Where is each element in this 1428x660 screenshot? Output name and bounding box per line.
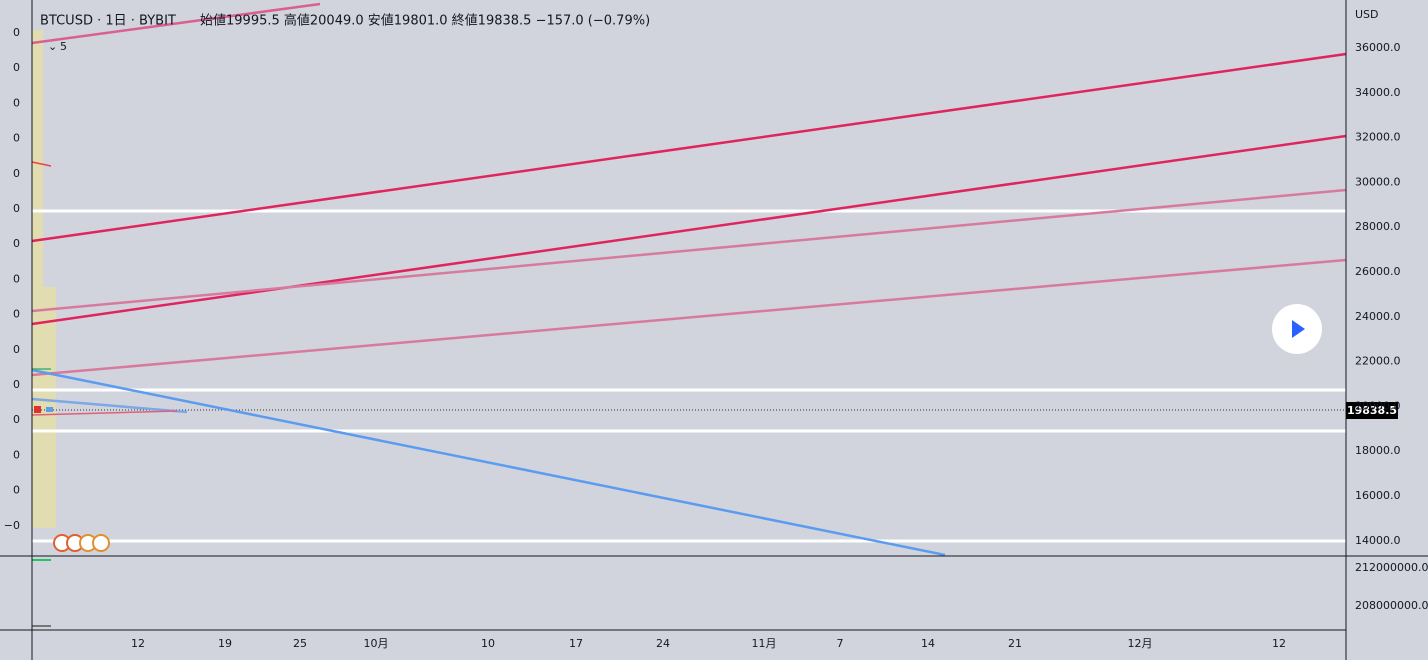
trendline bbox=[31, 368, 946, 557]
symbol: BTCUSD · 1日 · BYBIT bbox=[40, 14, 176, 29]
ohlc: 始値19995.5 高値20049.0 安値19801.0 終値19838.5 … bbox=[200, 13, 650, 29]
indicator-toggle[interactable]: ⌄ bbox=[48, 40, 57, 53]
left-tick: −0 bbox=[4, 519, 20, 532]
trendline bbox=[31, 2, 321, 45]
price-tick: 30000.0 bbox=[1355, 175, 1401, 188]
event-icon bbox=[92, 534, 110, 552]
price-tick: 22000.0 bbox=[1355, 355, 1401, 368]
time-label: 10月 bbox=[364, 637, 389, 650]
left-tick: 0 bbox=[13, 448, 20, 461]
time-label: 12月 bbox=[1128, 637, 1153, 650]
time-label: 25 bbox=[293, 637, 307, 650]
last-price: 19838.5 bbox=[1347, 404, 1397, 417]
left-tick: 0 bbox=[13, 96, 20, 109]
time-label: 7 bbox=[837, 637, 844, 650]
left-tick: 0 bbox=[13, 61, 20, 74]
volume-tick: 208000000.0 bbox=[1355, 599, 1428, 612]
left-tick: 0 bbox=[13, 484, 20, 497]
time-label: 17 bbox=[569, 637, 583, 650]
left-tick: 0 bbox=[13, 237, 20, 250]
left-tick: 0 bbox=[13, 202, 20, 215]
trendline bbox=[31, 397, 188, 414]
last-price-box bbox=[1346, 402, 1398, 419]
left-tick: 0 bbox=[13, 413, 20, 426]
time-label: 24 bbox=[656, 637, 670, 650]
trendline bbox=[31, 258, 1347, 377]
candle bbox=[34, 406, 41, 413]
price-tick: 18000.0 bbox=[1355, 444, 1401, 457]
time-label: 10 bbox=[481, 637, 495, 650]
left-tick: 0 bbox=[13, 26, 20, 39]
price-tick: 34000.0 bbox=[1355, 86, 1401, 99]
time-label: 11月 bbox=[752, 637, 777, 650]
price-unit: USD bbox=[1355, 8, 1379, 21]
time-label: 21 bbox=[1008, 637, 1022, 650]
volume-profile bbox=[32, 30, 43, 528]
price-tick: 26000.0 bbox=[1355, 265, 1401, 278]
price-tick: 16000.0 bbox=[1355, 489, 1401, 502]
time-label: 14 bbox=[921, 637, 935, 650]
volume-tick: 212000000.0 bbox=[1355, 561, 1428, 574]
indicator-count: 5 bbox=[60, 40, 67, 53]
left-tick: 0 bbox=[13, 308, 20, 321]
candle bbox=[46, 407, 53, 412]
left-tick: 0 bbox=[13, 378, 20, 391]
left-tick: 0 bbox=[13, 132, 20, 145]
trendline bbox=[31, 52, 1347, 243]
event-icons bbox=[53, 534, 110, 552]
trendline bbox=[31, 134, 1347, 326]
price-tick: 36000.0 bbox=[1355, 41, 1401, 54]
trendline bbox=[31, 410, 178, 416]
left-tick: 0 bbox=[13, 167, 20, 180]
trendlines bbox=[31, 2, 1347, 557]
price-tick: 14000.0 bbox=[1355, 534, 1401, 547]
left-tick: 0 bbox=[13, 272, 20, 285]
play-icon[interactable] bbox=[1292, 320, 1305, 338]
left-tick: 0 bbox=[13, 343, 20, 356]
price-tick: 20000.0 bbox=[1355, 399, 1401, 412]
trendline bbox=[31, 188, 1347, 313]
trendline bbox=[31, 161, 52, 167]
play-button[interactable] bbox=[1272, 304, 1322, 354]
time-label: 19 bbox=[218, 637, 232, 650]
time-label: 12 bbox=[131, 637, 145, 650]
price-tick: 28000.0 bbox=[1355, 220, 1401, 233]
time-label: 12 bbox=[1272, 637, 1286, 650]
price-tick: 32000.0 bbox=[1355, 131, 1401, 144]
price-tick: 24000.0 bbox=[1355, 310, 1401, 323]
